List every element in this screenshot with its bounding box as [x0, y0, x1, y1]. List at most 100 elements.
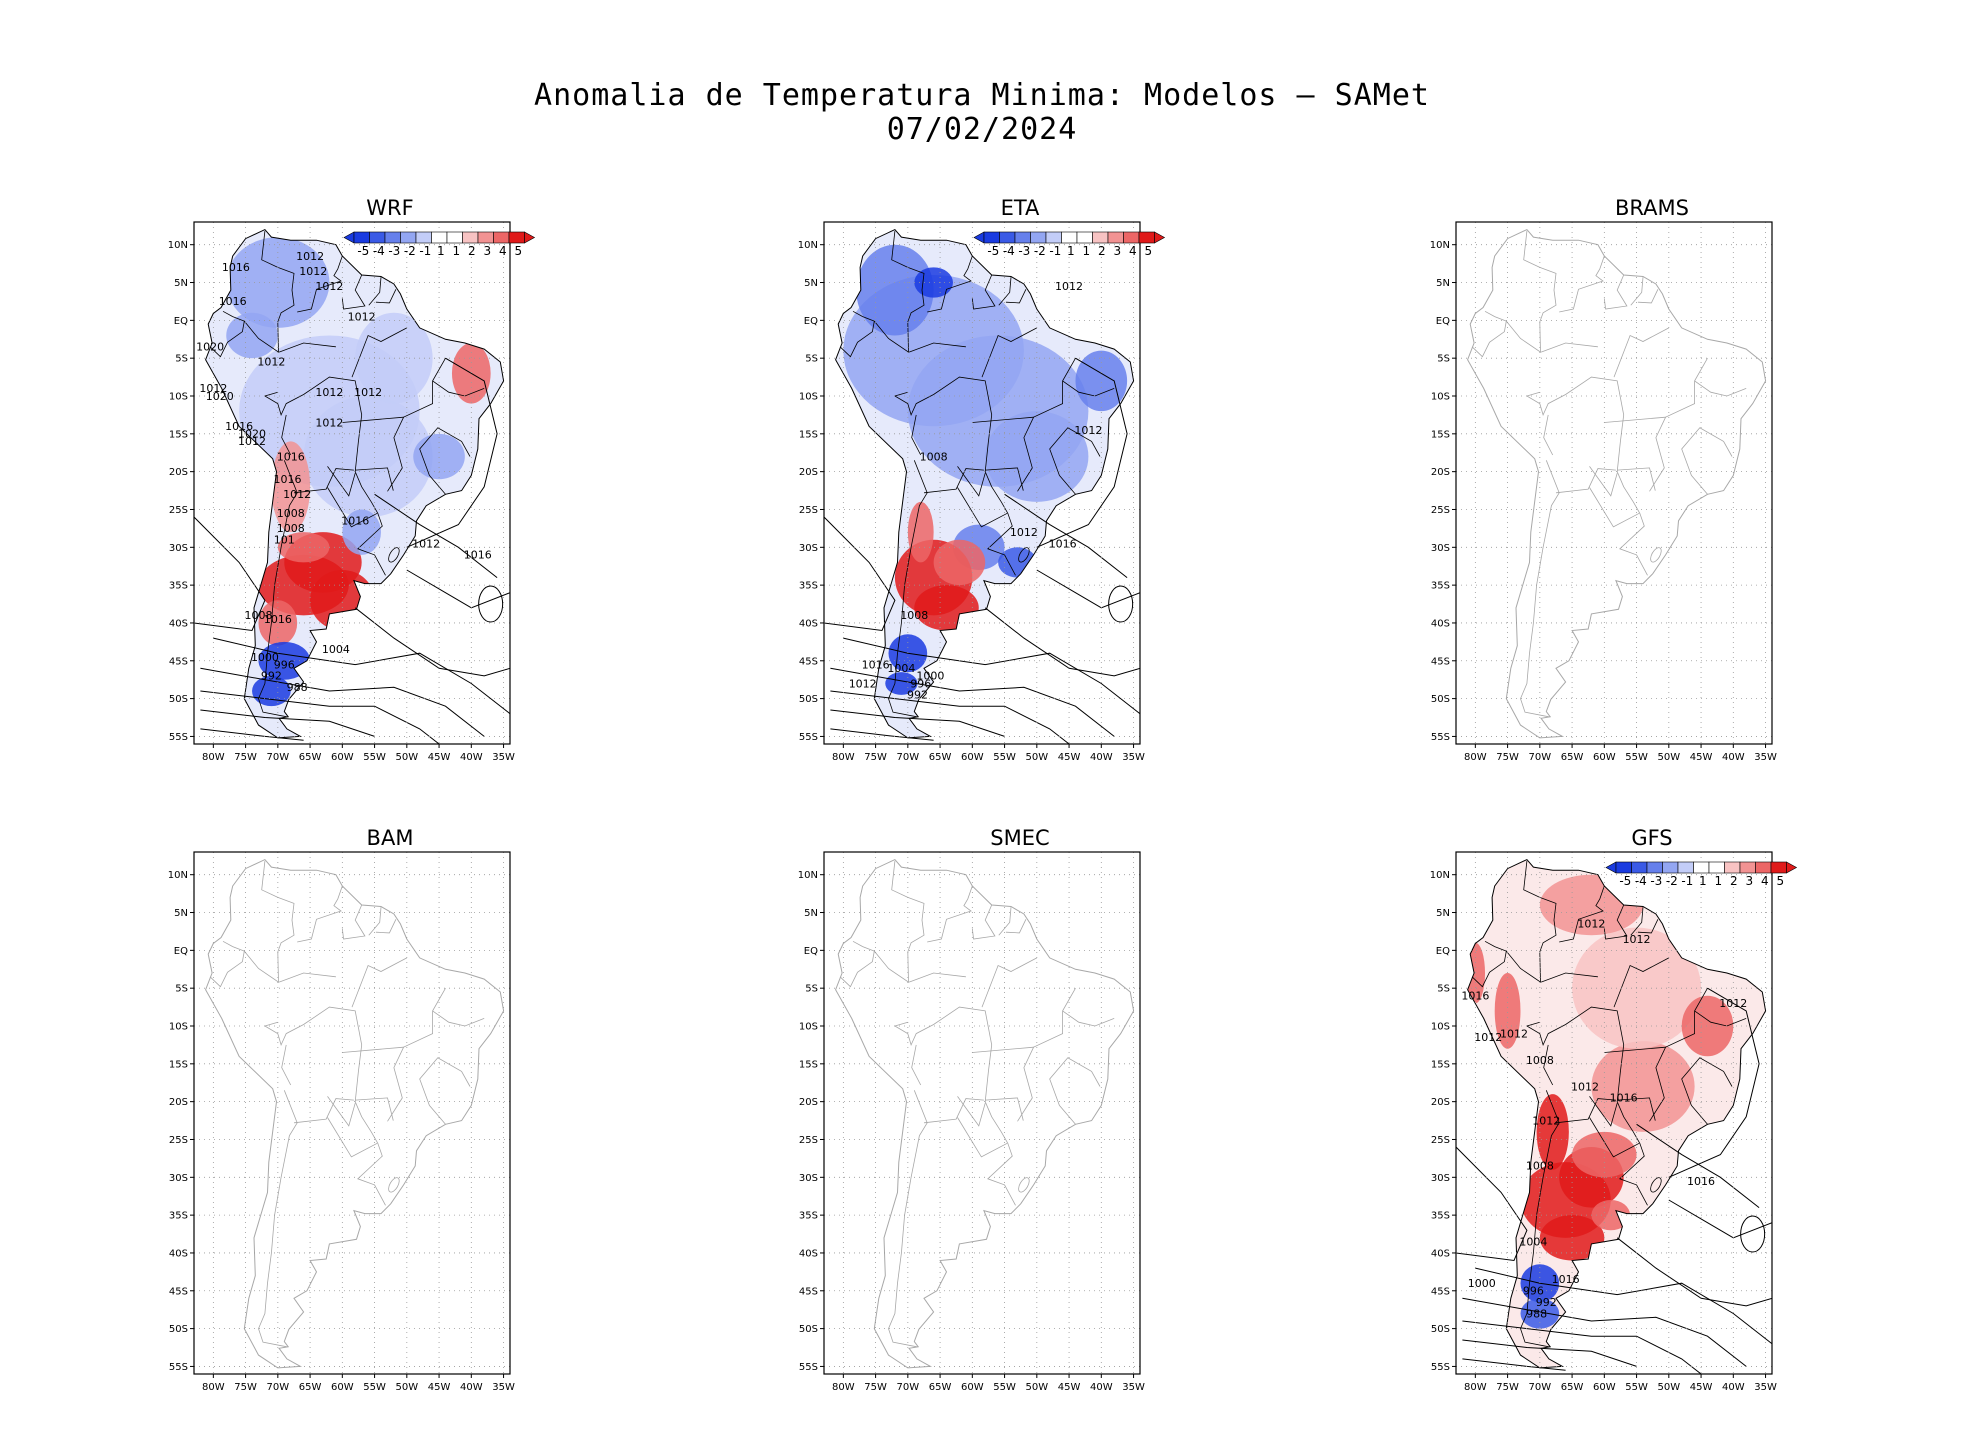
country-border — [1630, 277, 1644, 306]
lon-tick-label: 80W — [832, 752, 855, 763]
colorbar-box — [415, 231, 432, 244]
colorbar-box — [983, 231, 1000, 244]
lat-tick-label: 40S — [169, 1248, 188, 1259]
panel-wrf: WRF 1012 1012 1016 1012 1016 1012 1020 1012 1012… — [168, 196, 610, 796]
contour-label: 1020 — [206, 390, 234, 403]
lon-tick-label: 50W — [1026, 752, 1049, 763]
lat-tick-label: 20S — [169, 467, 188, 478]
colorbar: -5 -4 -3 -2 -1 1 1 2 3 4 5 — [973, 231, 1166, 258]
country-border — [1559, 255, 1605, 313]
lon-tick-label: 35W — [492, 752, 515, 763]
map-frame — [823, 221, 1141, 745]
country-border — [1694, 1010, 1747, 1027]
country-border — [258, 1090, 298, 1348]
contour-label: 1012 — [354, 386, 382, 399]
country-border — [263, 376, 386, 576]
country-border — [355, 467, 394, 491]
lat-tick-label: 5N — [804, 278, 818, 289]
map-frame — [1455, 851, 1773, 1375]
lat-tick-label: 25S — [799, 1135, 818, 1146]
lon-tick-label: 70W — [897, 1382, 920, 1393]
contour-label: 1016 — [341, 515, 369, 528]
colorbar-box — [369, 231, 386, 244]
colorbar-box — [462, 231, 479, 244]
lat-tick-label: 25S — [169, 1135, 188, 1146]
country-border — [278, 972, 336, 983]
contour-label: 1016 — [1552, 1273, 1580, 1286]
lon-tick-label: 35W — [1754, 1382, 1777, 1393]
map-content: 10N 5N EQ 5S 10S 15S 20S 25S 30S 35S 40S 45S 50S 55S 8… — [798, 851, 1145, 1393]
isobar-line — [1036, 569, 1140, 609]
lat-tick-label: 30S — [1431, 543, 1450, 554]
colorbar-box — [1677, 861, 1694, 874]
country-border — [972, 416, 1034, 423]
lat-tick-label: 45S — [169, 656, 188, 667]
lon-tick-label: 40W — [1090, 1382, 1113, 1393]
country-border — [927, 885, 973, 943]
country-border — [1603, 904, 1628, 940]
anomaly-patch — [226, 312, 278, 359]
colorbar-box — [446, 231, 463, 244]
colorbar-box — [1662, 861, 1679, 874]
country-border — [278, 342, 336, 353]
lat-tick-label: 35S — [169, 1211, 188, 1222]
country-border — [1694, 380, 1747, 397]
map-area — [1456, 222, 1772, 744]
lat-tick-label: 45S — [1431, 1286, 1450, 1297]
country-border — [1589, 1096, 1618, 1127]
anomaly-patch — [1494, 973, 1521, 1049]
lat-tick-label: 10S — [799, 1022, 818, 1033]
country-border — [419, 427, 471, 495]
country-border — [1630, 907, 1644, 936]
colorbar-label: 4 — [1129, 244, 1137, 258]
coastline — [1467, 858, 1767, 1369]
colorbar-label: 2 — [1098, 244, 1106, 258]
map-eta: 1012101210081012101610081016100410009969… — [798, 221, 1166, 763]
country-border — [209, 310, 245, 358]
isobar-line — [200, 667, 485, 737]
isobar-line — [843, 637, 1140, 715]
contour-label: 1012 — [315, 386, 343, 399]
country-border — [873, 231, 925, 353]
lon-tick-label: 40W — [1722, 1382, 1745, 1393]
country-border — [1559, 885, 1605, 943]
country-border — [1613, 957, 1669, 1008]
map-frame — [823, 851, 1141, 1375]
country-border — [297, 885, 343, 943]
contour-label: 1016 — [1610, 1092, 1638, 1105]
lon-tick-label: 75W — [864, 752, 887, 763]
lat-tick-label: 50S — [169, 1324, 188, 1335]
country-border — [1613, 327, 1669, 378]
colorbar-label: -2 — [1666, 874, 1678, 888]
colorbar-box — [1708, 861, 1725, 874]
lon-tick-label: 50W — [396, 1382, 419, 1393]
contour-label: 1012 — [1532, 1114, 1560, 1127]
country-border — [888, 460, 928, 718]
contour-label: 996 — [274, 658, 295, 671]
isobar-line — [213, 637, 510, 715]
lat-tick-label: 40S — [799, 618, 818, 629]
anomaly-patch — [342, 509, 382, 555]
country-border — [351, 957, 407, 1008]
country-border — [873, 861, 925, 983]
country-border — [327, 1117, 378, 1158]
contour-label: 1012 — [348, 310, 376, 323]
lon-tick-label: 50W — [1658, 752, 1681, 763]
colorbar-label: 2 — [1730, 874, 1738, 888]
lon-tick-label: 55W — [993, 1382, 1016, 1393]
country-border — [981, 327, 1037, 378]
country-border — [1525, 1006, 1648, 1206]
isobar-line — [830, 690, 1070, 744]
lon-tick-label: 70W — [897, 752, 920, 763]
country-border — [971, 904, 996, 940]
country-border — [893, 1006, 1016, 1206]
country-border — [911, 1044, 922, 1086]
lon-tick-label: 55W — [993, 752, 1016, 763]
contour-label: 992 — [261, 670, 282, 683]
contour-label: 1012 — [1623, 933, 1651, 946]
lon-tick-label: 55W — [1625, 1382, 1648, 1393]
contour-label: 1016 — [862, 658, 890, 671]
colorbar-box — [1045, 231, 1062, 244]
lon-tick-label: 35W — [1122, 752, 1145, 763]
